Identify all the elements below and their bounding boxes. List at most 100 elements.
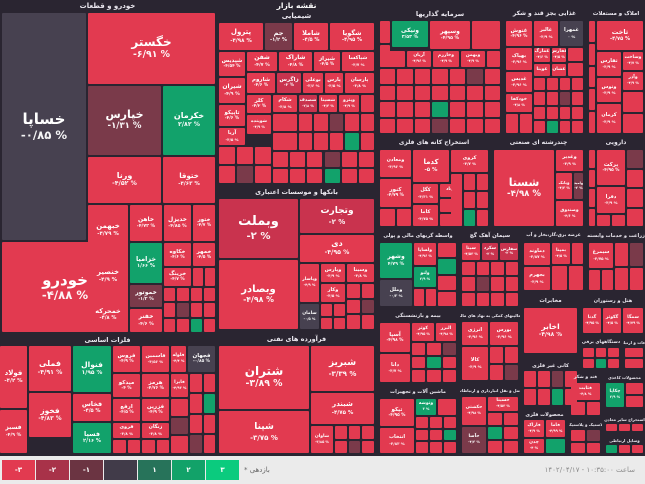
stock-tile-small[interactable] [632, 445, 643, 453]
stock-tile[interactable]: ورنا -۴/۵۲ % [88, 157, 161, 203]
stock-tile-small[interactable] [427, 356, 441, 369]
stock-tile-small[interactable] [237, 166, 253, 183]
stock-tile-small[interactable] [219, 166, 235, 183]
stock-tile-small[interactable] [488, 441, 502, 453]
stock-tile[interactable]: فاسمین -۴/۵۶ % [142, 346, 169, 372]
stock-tile[interactable]: وساخت -۴/۷ % [623, 52, 643, 70]
stock-tile-small[interactable] [156, 440, 169, 453]
stock-tile[interactable]: بوعلی -۳/۶ % [303, 73, 323, 93]
stock-tile-small[interactable] [190, 288, 202, 302]
stock-tile-small[interactable] [626, 383, 643, 394]
stock-tile-small[interactable] [589, 169, 595, 187]
stock-tile-small[interactable] [430, 417, 442, 428]
stock-tile-small[interactable] [438, 291, 456, 306]
stock-tile[interactable]: فزرین -۴/۹ % [142, 399, 169, 421]
stock-tile-small[interactable] [534, 106, 545, 119]
stock-tile[interactable]: ونیکی ۳/۵۳ % [392, 21, 428, 47]
stock-tile[interactable]: وتوشه ۳ % [416, 399, 436, 415]
stock-tile-small[interactable] [606, 424, 617, 431]
stock-tile-small[interactable] [203, 303, 215, 317]
stock-tile[interactable]: فاراک -۴/۹ % [524, 420, 544, 437]
stock-tile[interactable]: شپنا -۳/۷۵ % [219, 411, 309, 453]
stock-tile[interactable]: دانا -۴/۷ % [380, 354, 410, 382]
stock-tile[interactable]: وملل -۰/۳ % [380, 280, 412, 306]
stock-tile-small[interactable] [625, 348, 643, 357]
stock-tile[interactable]: وشهر ۴/۷۹ % [380, 243, 412, 278]
stock-tile-small[interactable] [321, 304, 332, 316]
stock-tile-small[interactable] [171, 399, 188, 416]
stock-tile-small[interactable] [625, 359, 643, 368]
stock-tile[interactable]: خدیزل -۴/۸۵ % [164, 205, 191, 241]
stock-tile[interactable]: البرز -۴/۹۸ % [436, 323, 456, 341]
stock-tile-small[interactable] [571, 430, 585, 441]
stock-tile[interactable]: شیران -۴/۹ % [219, 78, 245, 103]
stock-tile[interactable]: قثابت -۴/۸ % [571, 383, 600, 400]
stock-tile-small[interactable] [462, 277, 475, 291]
stock-tile-small[interactable] [484, 85, 500, 100]
stock-tile[interactable]: انرژی -۴/۹۶ % [462, 322, 488, 345]
stock-tile[interactable]: شیراز -۴/۵ % [314, 52, 340, 71]
stock-tile[interactable]: خنصیر -۴/۹ % [88, 257, 128, 295]
stock-tile[interactable]: گدنا -۴/۹۵ % [583, 308, 601, 333]
stock-tile-small[interactable] [427, 343, 441, 355]
stock-tile-small[interactable] [397, 102, 413, 117]
stock-tile-small[interactable] [477, 192, 488, 208]
stock-tile-small[interactable] [467, 85, 483, 100]
stock-tile[interactable]: وبصادر -۴/۹۸ % [219, 260, 298, 329]
stock-tile-small[interactable] [583, 359, 594, 368]
stock-tile-small[interactable] [219, 147, 235, 164]
stock-tile-small[interactable] [589, 43, 595, 65]
stock-tile-small[interactable] [299, 114, 313, 131]
stock-tile-small[interactable] [606, 445, 617, 453]
stock-tile[interactable]: حسینا -۴/۵۳ % [488, 397, 518, 411]
stock-tile-small[interactable] [484, 69, 500, 84]
stock-tile[interactable]: خموتور -۱/۲ % [130, 285, 162, 307]
stock-tile-small[interactable] [546, 439, 565, 453]
stock-tile-small[interactable] [324, 168, 340, 183]
stock-tile-small[interactable] [324, 152, 340, 167]
stock-tile-small[interactable] [438, 243, 456, 258]
stock-tile-small[interactable] [307, 152, 323, 167]
stock-tile-small[interactable] [255, 147, 271, 164]
stock-tile[interactable]: تاپیکو -۴/۶ % [219, 105, 245, 126]
stock-tile-small[interactable] [464, 174, 475, 190]
stock-tile[interactable]: ولنو ۲/۹ % [414, 267, 436, 287]
stock-tile[interactable]: سیتا -۴/۵۳ % [462, 243, 480, 260]
stock-tile-small[interactable] [380, 209, 395, 226]
stock-tile[interactable]: فسپا ۲/۱۶ % [73, 423, 111, 453]
stock-tile-small[interactable] [299, 133, 313, 150]
stock-tile[interactable]: بمپنا -۴/۵ % [552, 243, 570, 264]
stock-tile-small[interactable] [595, 348, 607, 357]
stock-tile-small[interactable] [113, 440, 126, 453]
stock-tile-small[interactable] [491, 277, 504, 291]
stock-tile-small[interactable] [273, 114, 297, 131]
stock-tile[interactable]: وتوس -۴/۹ % [597, 78, 621, 102]
stock-tile[interactable]: خساپا -۰/۸۵ % [2, 13, 86, 240]
stock-tile-small[interactable] [589, 89, 595, 111]
stock-tile-small[interactable] [589, 208, 595, 226]
stock-tile[interactable]: ختوقا -۴/۶۳ % [163, 157, 215, 203]
stock-tile-small[interactable] [488, 413, 502, 425]
stock-tile[interactable]: کلر -۴/۲ % [247, 95, 271, 113]
stock-tile-small[interactable] [505, 262, 518, 276]
stock-tile-small[interactable] [190, 374, 202, 393]
stock-tile-small[interactable] [572, 106, 583, 119]
stock-tile[interactable]: خمهر -۴/۵ % [193, 243, 215, 266]
stock-tile-small[interactable] [630, 243, 643, 266]
stock-tile[interactable]: حکشتی -۴/۹۸ % [462, 397, 486, 425]
stock-tile-small[interactable] [615, 267, 628, 290]
stock-tile[interactable]: بهپاک -۴/۹۶ % [506, 48, 532, 70]
stock-tile-small[interactable] [537, 389, 550, 405]
stock-tile-small[interactable] [559, 106, 571, 119]
stock-tile-small[interactable] [414, 289, 424, 306]
stock-tile-small[interactable] [203, 434, 215, 453]
stock-tile-small[interactable] [464, 210, 475, 226]
stock-tile-small[interactable] [360, 133, 374, 150]
stock-tile-small[interactable] [589, 21, 595, 42]
stock-tile-small[interactable] [467, 102, 483, 117]
stock-tile[interactable]: غدیس -۴/۹۶ % [506, 72, 532, 92]
stock-tile-small[interactable] [358, 152, 374, 167]
stock-tile[interactable]: وکار -۴/۵ % [321, 284, 345, 302]
stock-tile-small[interactable] [414, 102, 431, 117]
stock-tile[interactable]: وغدیر -۴/۹ % [556, 150, 583, 171]
